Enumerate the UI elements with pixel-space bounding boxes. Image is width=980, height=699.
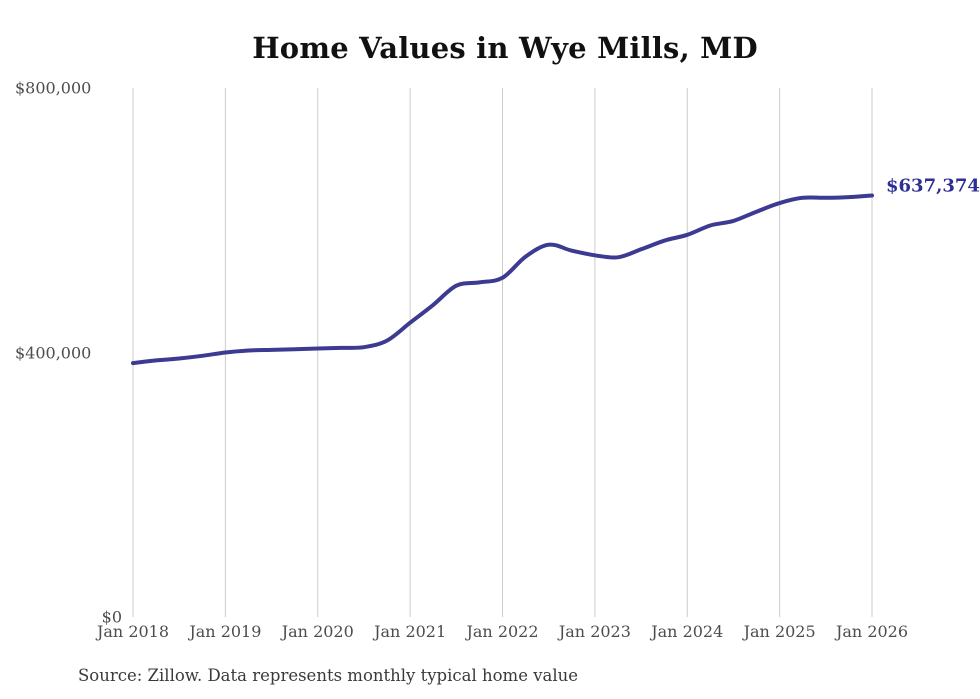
x-axis-tick-label: Jan 2025	[743, 622, 816, 641]
x-axis-tick-label: Jan 2019	[189, 622, 262, 641]
value-line	[131, 193, 874, 366]
x-axis-tick-label: Jan 2021	[374, 622, 447, 641]
y-axis-tick-label: $400,000	[15, 343, 92, 362]
chart-title: Home Values in Wye Mills, MD	[252, 31, 758, 65]
source-note: Source: Zillow. Data represents monthly …	[78, 666, 579, 685]
x-axis-tick-label: Jan 2020	[281, 622, 354, 641]
x-axis-tick-label: Jan 2026	[835, 622, 909, 641]
x-axis-tick-label: Jan 2023	[558, 622, 631, 641]
y-axis-tick-label: $0	[101, 607, 122, 627]
y-axis-tick-label: $800,000	[15, 78, 92, 98]
x-axis-tick-label: Jan 2018	[96, 622, 170, 641]
x-axis-tick-label: Jan 2024	[651, 622, 724, 641]
latest-value-label: $637,374	[886, 175, 980, 197]
x-axis-tick-label: Jan 2022	[466, 622, 539, 641]
